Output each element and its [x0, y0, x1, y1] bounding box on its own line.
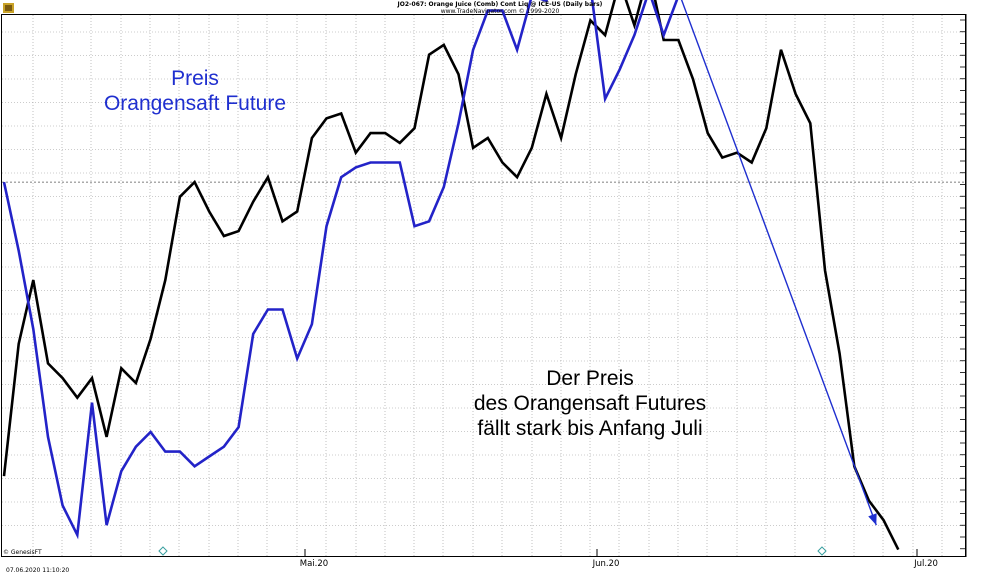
grid — [2, 15, 965, 556]
watermark: © GenesisFT — [3, 549, 42, 556]
x-axis-label: Jul.20 — [913, 559, 938, 569]
chart-title: JO2-067: Orange Juice (Comb) Cont Liq @ … — [397, 1, 603, 8]
x-axis-label: Jun.20 — [592, 559, 620, 569]
annotation-preis: Preis Orangensaft Future — [80, 66, 310, 116]
series-layer — [2, 0, 900, 551]
marker-layer — [158, 546, 827, 556]
annotation-fall: Der Preis des Orangensaft Futures fällt … — [450, 366, 730, 441]
event-marker-icon — [158, 546, 168, 556]
annotation-fall-line2: des Orangensaft Futures — [473, 392, 707, 415]
annotation-fall-line3: fällt stark bis Anfang Juli — [477, 417, 703, 440]
annotation-preis-line1: Preis — [171, 67, 219, 90]
annotation-fall-line1: Der Preis — [546, 367, 634, 390]
series-line-price — [2, 0, 900, 551]
timestamp: 07.06.2020 11:10:20 — [6, 567, 70, 574]
trend-arrow-layer — [680, 0, 877, 526]
x-axis: Mai.20 Jun.20 Jul.20 — [300, 549, 938, 569]
annotation-preis-line2: Orangensaft Future — [103, 92, 287, 115]
trend-arrow-line — [680, 0, 877, 526]
event-marker-icon — [817, 546, 827, 556]
trend-arrow-head — [868, 513, 877, 526]
logo-icon — [3, 3, 14, 13]
x-axis-label: Mai.20 — [300, 559, 328, 569]
chart-credit: www.TradeNavigator.com © 1999-2020 — [440, 8, 560, 15]
price-scale-ticks — [960, 19, 966, 550]
